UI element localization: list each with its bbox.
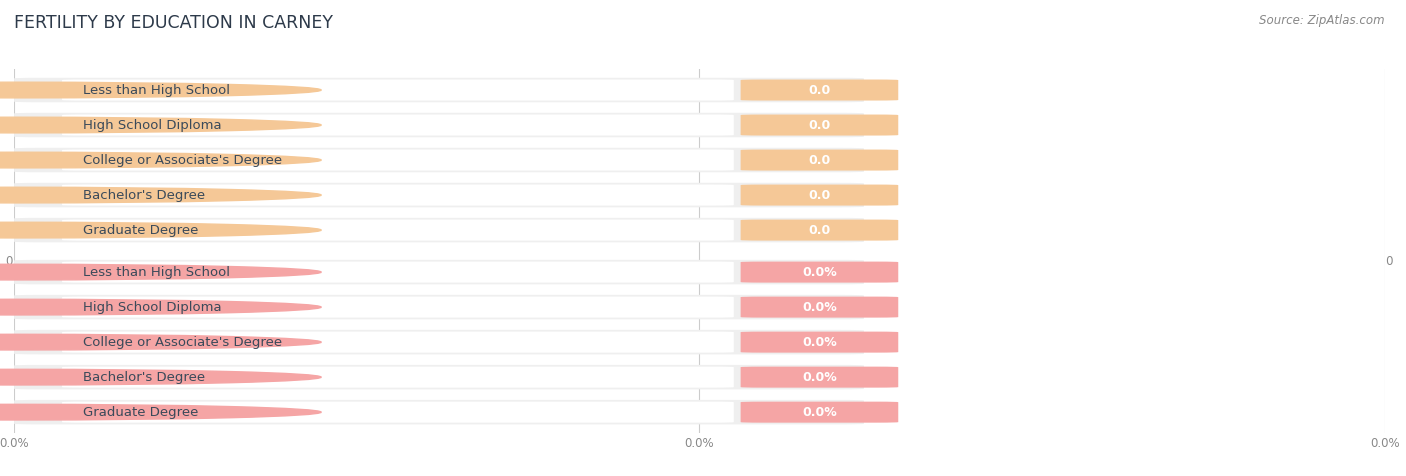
Circle shape xyxy=(0,187,321,203)
Text: High School Diploma: High School Diploma xyxy=(83,119,221,131)
FancyBboxPatch shape xyxy=(62,219,734,240)
Text: College or Associate's Degree: College or Associate's Degree xyxy=(83,336,281,348)
FancyBboxPatch shape xyxy=(62,115,734,136)
Circle shape xyxy=(0,404,321,420)
Circle shape xyxy=(0,334,321,350)
FancyBboxPatch shape xyxy=(14,260,863,284)
FancyBboxPatch shape xyxy=(741,367,898,387)
FancyBboxPatch shape xyxy=(741,332,898,353)
Text: FERTILITY BY EDUCATION IN CARNEY: FERTILITY BY EDUCATION IN CARNEY xyxy=(14,14,333,32)
Text: 0.0: 0.0 xyxy=(808,188,831,201)
FancyBboxPatch shape xyxy=(14,218,863,242)
Text: 0.0: 0.0 xyxy=(808,119,831,131)
Text: Less than High School: Less than High School xyxy=(83,266,229,278)
FancyBboxPatch shape xyxy=(741,115,898,136)
Text: High School Diploma: High School Diploma xyxy=(83,301,221,314)
FancyBboxPatch shape xyxy=(14,113,863,137)
FancyBboxPatch shape xyxy=(14,330,863,354)
FancyBboxPatch shape xyxy=(14,400,863,425)
Text: Source: ZipAtlas.com: Source: ZipAtlas.com xyxy=(1260,14,1385,27)
Text: 0.0%: 0.0% xyxy=(801,406,837,419)
Text: Bachelor's Degree: Bachelor's Degree xyxy=(83,188,205,201)
FancyBboxPatch shape xyxy=(741,219,898,240)
FancyBboxPatch shape xyxy=(14,183,863,208)
Text: 0.0: 0.0 xyxy=(808,83,831,97)
FancyBboxPatch shape xyxy=(741,262,898,283)
Circle shape xyxy=(0,264,321,280)
FancyBboxPatch shape xyxy=(741,185,898,206)
Text: Graduate Degree: Graduate Degree xyxy=(83,224,198,237)
Text: 0.0%: 0.0% xyxy=(801,266,837,278)
Text: 0.0%: 0.0% xyxy=(801,371,837,384)
FancyBboxPatch shape xyxy=(741,79,898,100)
FancyBboxPatch shape xyxy=(62,402,734,423)
FancyBboxPatch shape xyxy=(62,185,734,206)
FancyBboxPatch shape xyxy=(741,402,898,423)
FancyBboxPatch shape xyxy=(14,295,863,319)
Text: Less than High School: Less than High School xyxy=(83,83,229,97)
Circle shape xyxy=(0,369,321,385)
Circle shape xyxy=(0,82,321,98)
Circle shape xyxy=(0,299,321,315)
FancyBboxPatch shape xyxy=(741,149,898,170)
FancyBboxPatch shape xyxy=(62,79,734,100)
FancyBboxPatch shape xyxy=(741,297,898,317)
Text: 0.0%: 0.0% xyxy=(801,301,837,314)
Text: Graduate Degree: Graduate Degree xyxy=(83,406,198,419)
FancyBboxPatch shape xyxy=(62,149,734,170)
Text: 0.0: 0.0 xyxy=(808,154,831,167)
Text: 0.0%: 0.0% xyxy=(801,336,837,348)
FancyBboxPatch shape xyxy=(62,297,734,317)
FancyBboxPatch shape xyxy=(62,262,734,283)
Circle shape xyxy=(0,117,321,133)
Circle shape xyxy=(0,222,321,238)
FancyBboxPatch shape xyxy=(14,78,863,102)
FancyBboxPatch shape xyxy=(62,332,734,353)
Circle shape xyxy=(0,152,321,168)
Text: 0.0: 0.0 xyxy=(808,224,831,237)
Text: College or Associate's Degree: College or Associate's Degree xyxy=(83,154,281,167)
Text: Bachelor's Degree: Bachelor's Degree xyxy=(83,371,205,384)
FancyBboxPatch shape xyxy=(14,365,863,389)
FancyBboxPatch shape xyxy=(62,367,734,387)
FancyBboxPatch shape xyxy=(14,148,863,172)
